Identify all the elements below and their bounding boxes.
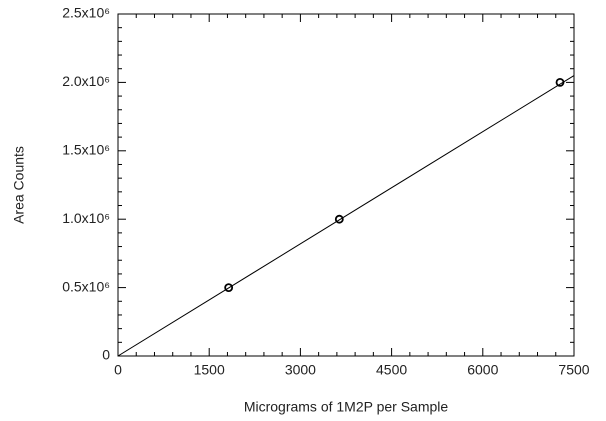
x-tick-label: 0: [114, 362, 122, 378]
x-tick-label: 3000: [285, 362, 316, 378]
x-tick-label: 4500: [376, 362, 407, 378]
x-axis-label: Micrograms of 1M2P per Sample: [244, 399, 449, 415]
data-point: [334, 214, 344, 224]
y-tick-label: 2.0x10⁶: [62, 73, 110, 89]
y-tick-label: 1.0x10⁶: [62, 210, 110, 226]
y-tick-label: 0.5x10⁶: [62, 278, 110, 294]
data-point: [555, 78, 565, 87]
y-axis-label: Area Counts: [11, 146, 27, 224]
x-tick-label: 6000: [467, 362, 498, 378]
fit-line: [117, 75, 575, 357]
plot-frame: [117, 13, 575, 357]
x-tick-label: 7500: [558, 362, 589, 378]
data-point: [224, 283, 234, 293]
y-tick-label: 1.5x10⁶: [62, 142, 110, 158]
y-tick-label: 2.5x10⁶: [62, 5, 110, 21]
x-tick-label: 1500: [194, 362, 225, 378]
y-tick-label: 0: [102, 347, 110, 363]
